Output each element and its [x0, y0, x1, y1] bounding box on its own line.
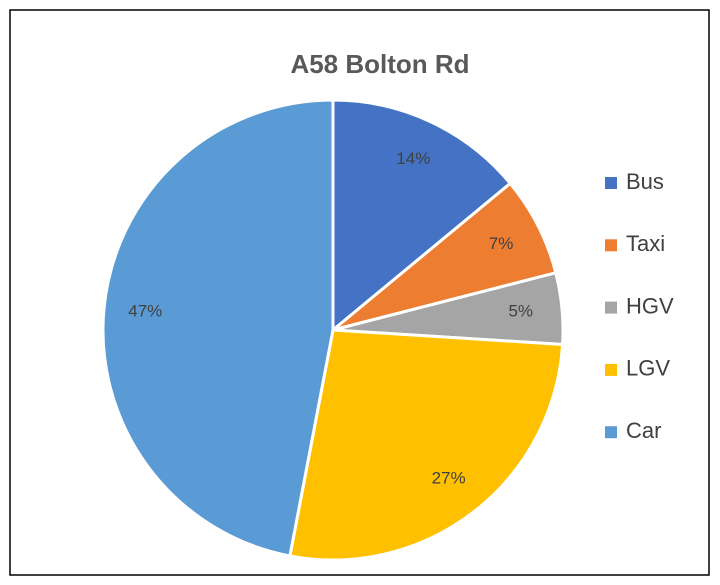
legend-swatch — [605, 363, 617, 376]
data-label: 27% — [432, 469, 466, 488]
legend-label: Car — [626, 418, 661, 443]
legend-label: HGV — [626, 293, 674, 318]
legend-label: Bus — [626, 169, 664, 194]
legend-swatch — [605, 301, 617, 314]
chart-title: A58 Bolton Rd — [290, 49, 469, 79]
legend-swatch — [605, 239, 617, 252]
data-label: 5% — [508, 302, 533, 321]
legend-swatch — [605, 177, 617, 189]
pie-slice — [332, 181, 558, 332]
pie-slice — [288, 328, 565, 562]
legend-swatch — [605, 426, 617, 439]
data-label: 7% — [489, 234, 514, 253]
pie-slice — [101, 98, 335, 558]
pie-slice — [331, 98, 513, 334]
data-label: 14% — [396, 149, 430, 168]
legend-label: Taxi — [626, 231, 665, 256]
legend-label: LGV — [626, 356, 670, 381]
data-label: 47% — [128, 302, 162, 321]
